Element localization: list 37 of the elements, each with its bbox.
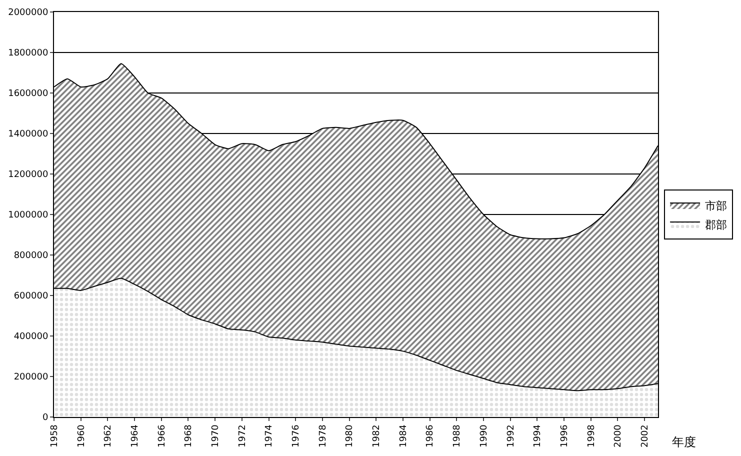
- x-tick-label: 1964: [130, 424, 140, 448]
- y-tick-label: 2000000: [8, 8, 48, 18]
- x-tick-label: 1980: [345, 424, 356, 448]
- x-tick-label: 1986: [426, 424, 436, 448]
- y-tick-label: 1000000: [8, 210, 48, 221]
- x-tick-label: 1968: [184, 424, 194, 448]
- y-tick-label: 1200000: [8, 170, 48, 180]
- legend-label: 郡部: [705, 218, 728, 232]
- y-tick-label: 200000: [14, 372, 48, 383]
- x-tick-label: 1976: [292, 424, 302, 448]
- x-tick-label: 1984: [398, 424, 409, 448]
- x-axis-title: 年度: [672, 435, 696, 449]
- x-tick-label: 1992: [506, 424, 516, 448]
- x-tick-label: 2000: [614, 424, 624, 448]
- x-tick-label: 1966: [157, 424, 168, 448]
- y-tick-label: 1800000: [8, 48, 48, 59]
- x-tick-label: 1988: [452, 424, 463, 448]
- y-tick-label: 800000: [14, 251, 48, 262]
- x-tick-label: 2002: [640, 424, 651, 448]
- x-tick-label: 1998: [586, 424, 597, 448]
- y-tick-label: 600000: [14, 292, 48, 302]
- legend-label: 市部: [705, 199, 728, 212]
- x-tick-label: 1974: [264, 424, 275, 448]
- y-tick-label: 1400000: [8, 130, 48, 140]
- x-tick-label: 1982: [372, 424, 382, 448]
- x-tick-label: 1996: [560, 424, 570, 448]
- x-tick-label: 1978: [318, 424, 328, 448]
- y-tick-label: 0: [42, 413, 48, 424]
- x-tick-label: 1960: [76, 424, 87, 448]
- x-tick-label: 1972: [238, 424, 248, 448]
- x-tick-label: 1962: [104, 424, 114, 448]
- y-tick-label: 1600000: [8, 89, 48, 100]
- x-tick-label: 1958: [50, 424, 60, 448]
- x-tick-label: 1990: [479, 424, 490, 448]
- x-tick-label: 1970: [210, 424, 221, 448]
- y-tick-label: 400000: [14, 332, 48, 342]
- x-tick-label: 1994: [533, 424, 544, 448]
